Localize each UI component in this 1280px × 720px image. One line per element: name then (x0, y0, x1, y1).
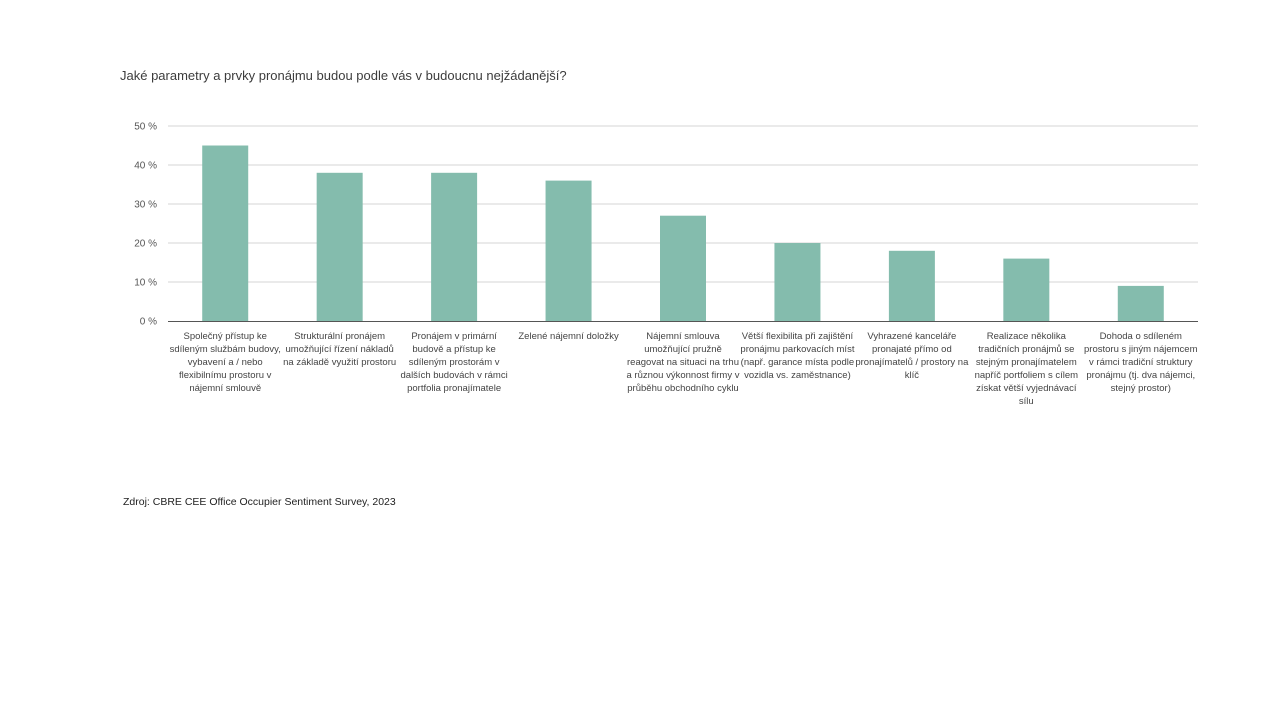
y-tick-label: 50 % (134, 122, 157, 133)
bar (1003, 258, 1050, 321)
x-category-label: Strukturální pronájem umožňující řízení … (283, 331, 397, 368)
x-category-label: Dohoda o sdíleném prostoru s jiným nájem… (1084, 331, 1198, 394)
bars (202, 145, 1164, 321)
bar (660, 215, 706, 321)
source-note: Zdroj: CBRE CEE Office Occupier Sentimen… (123, 496, 396, 508)
chart-title: Jaké parametry a prvky pronájmu budou po… (120, 68, 567, 83)
bar (316, 172, 363, 321)
y-tick-label: 0 % (140, 317, 157, 328)
x-category-label: Realizace několika tradičních pronájmů s… (974, 331, 1079, 407)
x-category-label: Vyhrazené kanceláře pronajaté přímo od p… (855, 331, 969, 381)
y-tick-label: 30 % (134, 200, 157, 211)
bar (774, 243, 821, 321)
bar (202, 145, 249, 321)
x-category-label: Větší flexibilita při zajištění pronájmu… (740, 331, 855, 381)
bar (431, 172, 478, 321)
y-tick-label: 40 % (134, 161, 157, 172)
y-tick-label: 10 % (134, 278, 157, 289)
y-tick-label: 20 % (134, 239, 157, 250)
bar (1117, 285, 1164, 321)
bar (545, 180, 592, 321)
x-category-label: Pronájem v primární budově a přístup ke … (400, 331, 508, 394)
x-category-label: Společný přístup ke sdíleným službám bud… (169, 331, 281, 394)
bar (888, 250, 935, 321)
y-axis-ticks: 0 % 10 % 20 % 30 % 40 % 50 % (134, 122, 157, 328)
x-category-label: Zelené nájemní doložky (518, 331, 619, 342)
x-category-label: Nájemní smlouva umožňující pružně reagov… (626, 331, 740, 394)
